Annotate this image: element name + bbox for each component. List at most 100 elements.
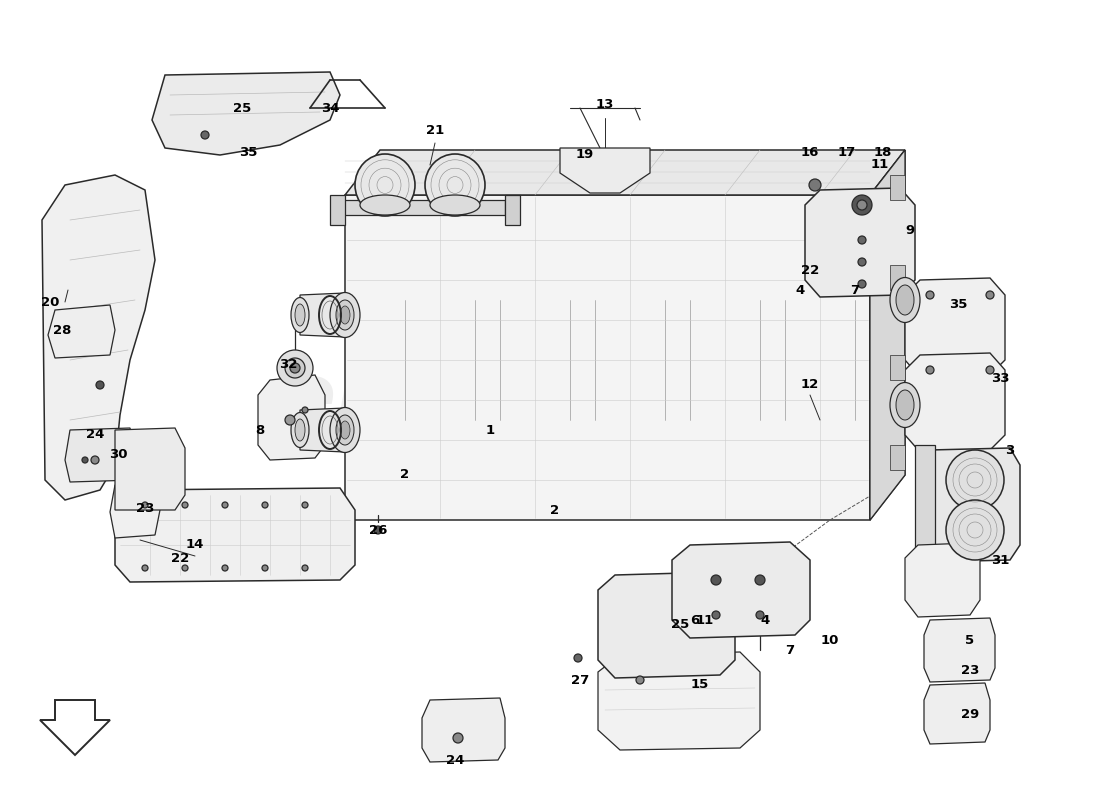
Polygon shape xyxy=(890,445,905,470)
Ellipse shape xyxy=(340,421,350,439)
Polygon shape xyxy=(870,150,905,520)
Ellipse shape xyxy=(425,154,485,216)
Polygon shape xyxy=(924,618,996,682)
Circle shape xyxy=(201,131,209,139)
Text: 6: 6 xyxy=(691,614,700,626)
Polygon shape xyxy=(258,375,324,460)
Text: 2: 2 xyxy=(400,469,409,482)
Polygon shape xyxy=(116,488,355,582)
Text: 33: 33 xyxy=(991,371,1010,385)
Ellipse shape xyxy=(360,195,410,215)
Ellipse shape xyxy=(896,390,914,420)
Circle shape xyxy=(277,350,313,386)
Circle shape xyxy=(91,456,99,464)
Circle shape xyxy=(986,366,994,374)
Polygon shape xyxy=(48,305,116,358)
Circle shape xyxy=(290,363,300,373)
Text: 26: 26 xyxy=(368,523,387,537)
Ellipse shape xyxy=(946,500,1004,560)
Polygon shape xyxy=(890,355,905,380)
Text: 22: 22 xyxy=(170,551,189,565)
Polygon shape xyxy=(300,293,345,337)
Text: 7: 7 xyxy=(785,643,794,657)
Ellipse shape xyxy=(430,195,480,215)
Text: 17: 17 xyxy=(838,146,856,158)
Polygon shape xyxy=(890,175,905,200)
Text: 11: 11 xyxy=(871,158,889,171)
Circle shape xyxy=(302,502,308,508)
Circle shape xyxy=(755,575,764,585)
Ellipse shape xyxy=(330,293,360,338)
Polygon shape xyxy=(905,278,1005,377)
Circle shape xyxy=(374,526,382,534)
Circle shape xyxy=(302,407,308,413)
Circle shape xyxy=(636,676,644,684)
Polygon shape xyxy=(345,150,905,195)
Text: 24: 24 xyxy=(86,429,104,442)
Polygon shape xyxy=(300,408,345,452)
Text: 35: 35 xyxy=(949,298,967,311)
Text: 34: 34 xyxy=(321,102,339,114)
Circle shape xyxy=(285,415,295,425)
Circle shape xyxy=(82,457,88,463)
Circle shape xyxy=(926,366,934,374)
Polygon shape xyxy=(422,698,505,762)
Text: 12: 12 xyxy=(801,378,820,391)
Polygon shape xyxy=(915,445,935,565)
Polygon shape xyxy=(110,483,160,538)
Polygon shape xyxy=(672,542,810,638)
Circle shape xyxy=(262,502,268,508)
Polygon shape xyxy=(905,543,980,617)
Text: 19: 19 xyxy=(576,149,594,162)
Circle shape xyxy=(711,575,720,585)
Ellipse shape xyxy=(295,419,305,441)
Text: 23: 23 xyxy=(135,502,154,514)
Circle shape xyxy=(285,358,305,378)
Polygon shape xyxy=(598,652,760,750)
Polygon shape xyxy=(152,72,340,155)
Ellipse shape xyxy=(336,415,354,445)
Circle shape xyxy=(858,258,866,266)
Polygon shape xyxy=(116,428,185,510)
Text: 10: 10 xyxy=(821,634,839,646)
Polygon shape xyxy=(805,188,915,297)
Polygon shape xyxy=(924,683,990,744)
Circle shape xyxy=(142,502,148,508)
Circle shape xyxy=(926,291,934,299)
Text: 2: 2 xyxy=(550,503,560,517)
Ellipse shape xyxy=(890,278,920,322)
Text: 14: 14 xyxy=(186,538,205,551)
Text: 27: 27 xyxy=(571,674,590,686)
Circle shape xyxy=(986,291,994,299)
Circle shape xyxy=(574,654,582,662)
Text: eurospares: eurospares xyxy=(277,358,823,442)
Circle shape xyxy=(808,179,821,191)
Text: 1: 1 xyxy=(485,423,495,437)
Text: a passion for parts since 1985: a passion for parts since 1985 xyxy=(351,447,749,473)
Text: 35: 35 xyxy=(239,146,257,158)
Circle shape xyxy=(712,611,720,619)
Polygon shape xyxy=(345,195,870,520)
Text: 30: 30 xyxy=(109,449,128,462)
Text: 5: 5 xyxy=(966,634,975,646)
Ellipse shape xyxy=(890,382,920,427)
Text: 25: 25 xyxy=(233,102,251,114)
Ellipse shape xyxy=(330,407,360,453)
Polygon shape xyxy=(890,265,905,290)
Ellipse shape xyxy=(336,300,354,330)
Ellipse shape xyxy=(355,154,415,216)
Text: 31: 31 xyxy=(991,554,1009,566)
Circle shape xyxy=(142,565,148,571)
Ellipse shape xyxy=(946,450,1004,510)
Text: 9: 9 xyxy=(905,223,914,237)
Polygon shape xyxy=(598,572,735,678)
Text: 28: 28 xyxy=(53,323,72,337)
Circle shape xyxy=(858,236,866,244)
Text: 18: 18 xyxy=(873,146,892,158)
Text: 3: 3 xyxy=(1005,443,1014,457)
Polygon shape xyxy=(330,195,345,225)
Circle shape xyxy=(302,565,308,571)
Circle shape xyxy=(756,611,764,619)
Polygon shape xyxy=(905,353,1005,452)
Polygon shape xyxy=(40,700,110,755)
